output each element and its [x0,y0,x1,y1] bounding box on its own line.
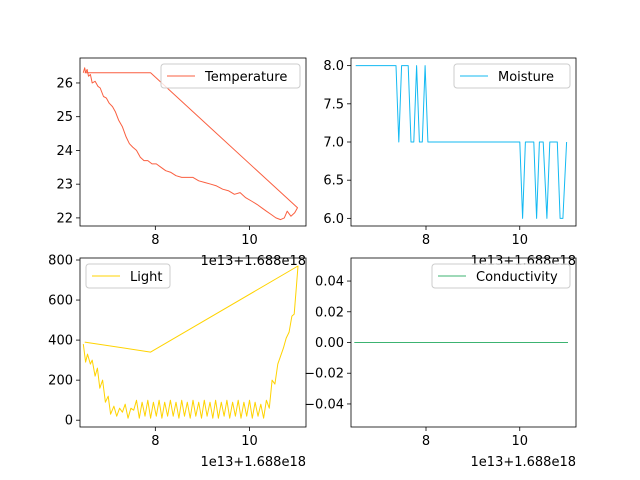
legend: Temperature [160,63,301,89]
subplot-light: 8 10 0 200 400 600 800 1e13+1.688e18 Light [48,254,307,470]
x-tick-label: 8 [151,434,159,449]
y-tick-label: −0.04 [304,397,344,412]
y-tick-label: 6.0 [323,212,344,227]
legend-box [85,263,171,289]
y-tick-label: 0.02 [315,305,344,320]
legend-label: Temperature [204,70,287,85]
x-tick-label: 10 [241,233,258,248]
legend-box [431,263,571,289]
legend-label: Light [130,270,162,285]
y-tick-label: 0.00 [315,336,344,351]
y-tick-label: 7.0 [323,136,344,151]
series-line-moisture [355,65,568,219]
y-tick-label: 0.04 [315,275,344,290]
x-offset-text: 1e13+1.688e18 [201,455,306,470]
y-tick-label: 0 [65,414,73,429]
legend: Conductivity [431,263,571,289]
series-line-light [82,265,299,419]
axes-frame [79,257,307,428]
x-tick-label: 10 [241,434,258,449]
legend-label: Conductivity [476,270,558,285]
legend: Light [85,263,171,289]
legend: Moisture [453,63,571,89]
x-offset-text: 1e13+1.688e18 [471,455,576,470]
y-tick-label: 7.5 [323,97,344,112]
y-tick-label: 800 [48,254,73,269]
y-tick-label: 25 [56,110,73,125]
legend-box [160,63,301,89]
legend-box [453,63,571,89]
x-tick-label: 8 [422,233,430,248]
y-tick-label: −0.02 [304,367,344,382]
y-tick-label: 23 [56,178,73,193]
y-tick-label: 200 [48,374,73,389]
y-tick-label: 8.0 [323,59,344,74]
subplot-conductivity: 8 10 −0.04 −0.02 0.00 0.02 0.04 1e13+1.688e18 Co… [304,257,577,470]
x-tick-label: 8 [422,434,430,449]
y-tick-label: 26 [56,76,73,91]
x-tick-label: 10 [511,434,528,449]
series-line-temperature [82,67,298,221]
y-tick-label: 6.5 [323,174,344,189]
y-tick-label: 600 [48,294,73,309]
x-tick-label: 8 [151,233,159,248]
x-tick-label: 10 [511,233,528,248]
x-offset-text: 1e13+1.688e18 [201,254,306,269]
axes-frame [79,57,307,227]
legend-label: Moisture [498,70,554,85]
y-tick-label: 24 [56,144,73,159]
y-tick-label: 22 [56,211,73,226]
y-tick-label: 400 [48,334,73,349]
